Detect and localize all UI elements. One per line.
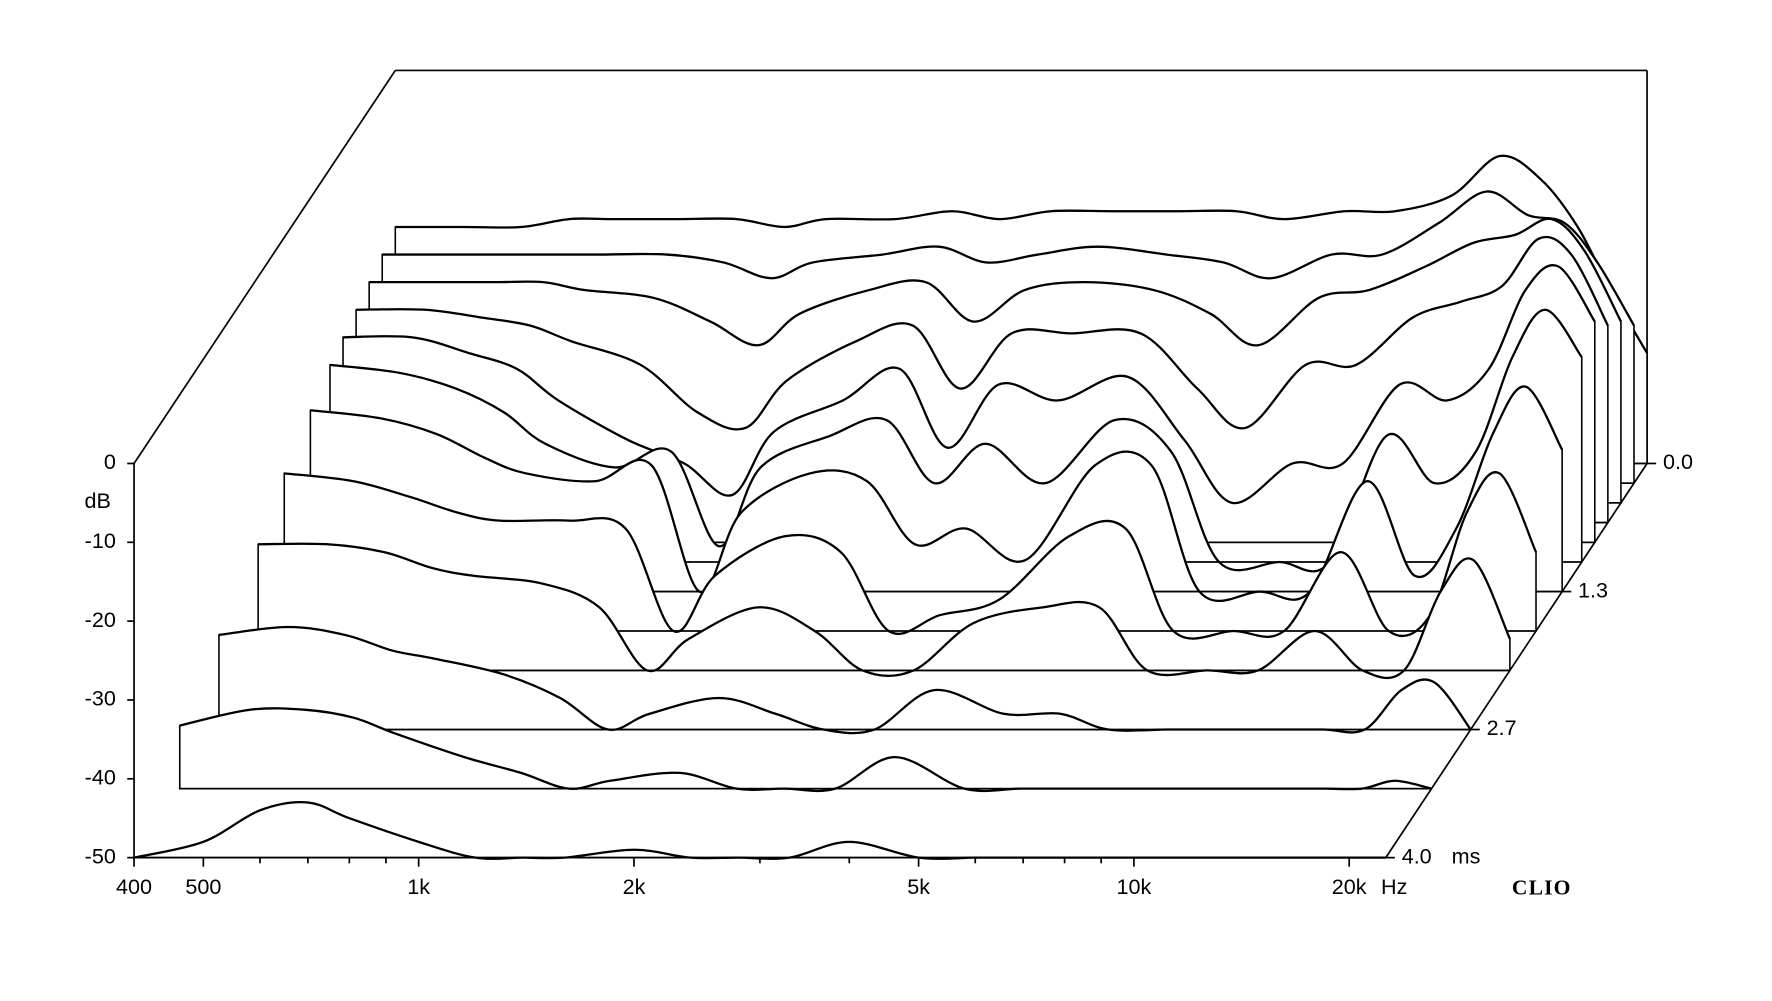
x-tick-label: 10k bbox=[1117, 874, 1152, 899]
y-axis-label: dB bbox=[84, 488, 110, 513]
z-tick-label: 4.0 bbox=[1402, 843, 1432, 868]
slices bbox=[133, 154, 1649, 860]
y-tick-label: -30 bbox=[85, 686, 116, 711]
x-tick-label: 1k bbox=[407, 874, 430, 899]
z-unit: ms bbox=[1452, 843, 1481, 868]
y-tick-label: -40 bbox=[85, 764, 116, 789]
brand: CLIO bbox=[1512, 875, 1572, 899]
x-tick-label: 2k bbox=[623, 874, 646, 899]
y-tick-label: 0 bbox=[104, 449, 116, 474]
y-tick-label: -50 bbox=[85, 843, 116, 868]
slice-curve bbox=[382, 190, 1635, 327]
slice-curve bbox=[310, 385, 1564, 603]
x-tick-label: 500 bbox=[185, 874, 221, 899]
x-tick-label: 400 bbox=[116, 874, 152, 899]
x-tick-label: 5k bbox=[907, 874, 930, 899]
slice-curve bbox=[395, 154, 1649, 354]
x-unit: Hz bbox=[1381, 874, 1407, 899]
slice-curve bbox=[329, 308, 1583, 573]
slice-curve bbox=[369, 217, 1622, 347]
left-wall-edge bbox=[133, 69, 397, 464]
x-tick-label: 20k bbox=[1332, 874, 1367, 899]
slice-fill bbox=[133, 801, 1386, 860]
z-tick-label: 2.7 bbox=[1487, 715, 1517, 740]
y-tick-label: -20 bbox=[85, 607, 116, 632]
z-tick-label: 0.0 bbox=[1663, 449, 1693, 474]
slice-curve bbox=[343, 264, 1596, 505]
y-tick-label: -10 bbox=[85, 528, 116, 553]
slice-curve bbox=[356, 235, 1609, 431]
z-axis bbox=[1385, 462, 1648, 859]
z-tick-label: 1.3 bbox=[1578, 577, 1608, 602]
